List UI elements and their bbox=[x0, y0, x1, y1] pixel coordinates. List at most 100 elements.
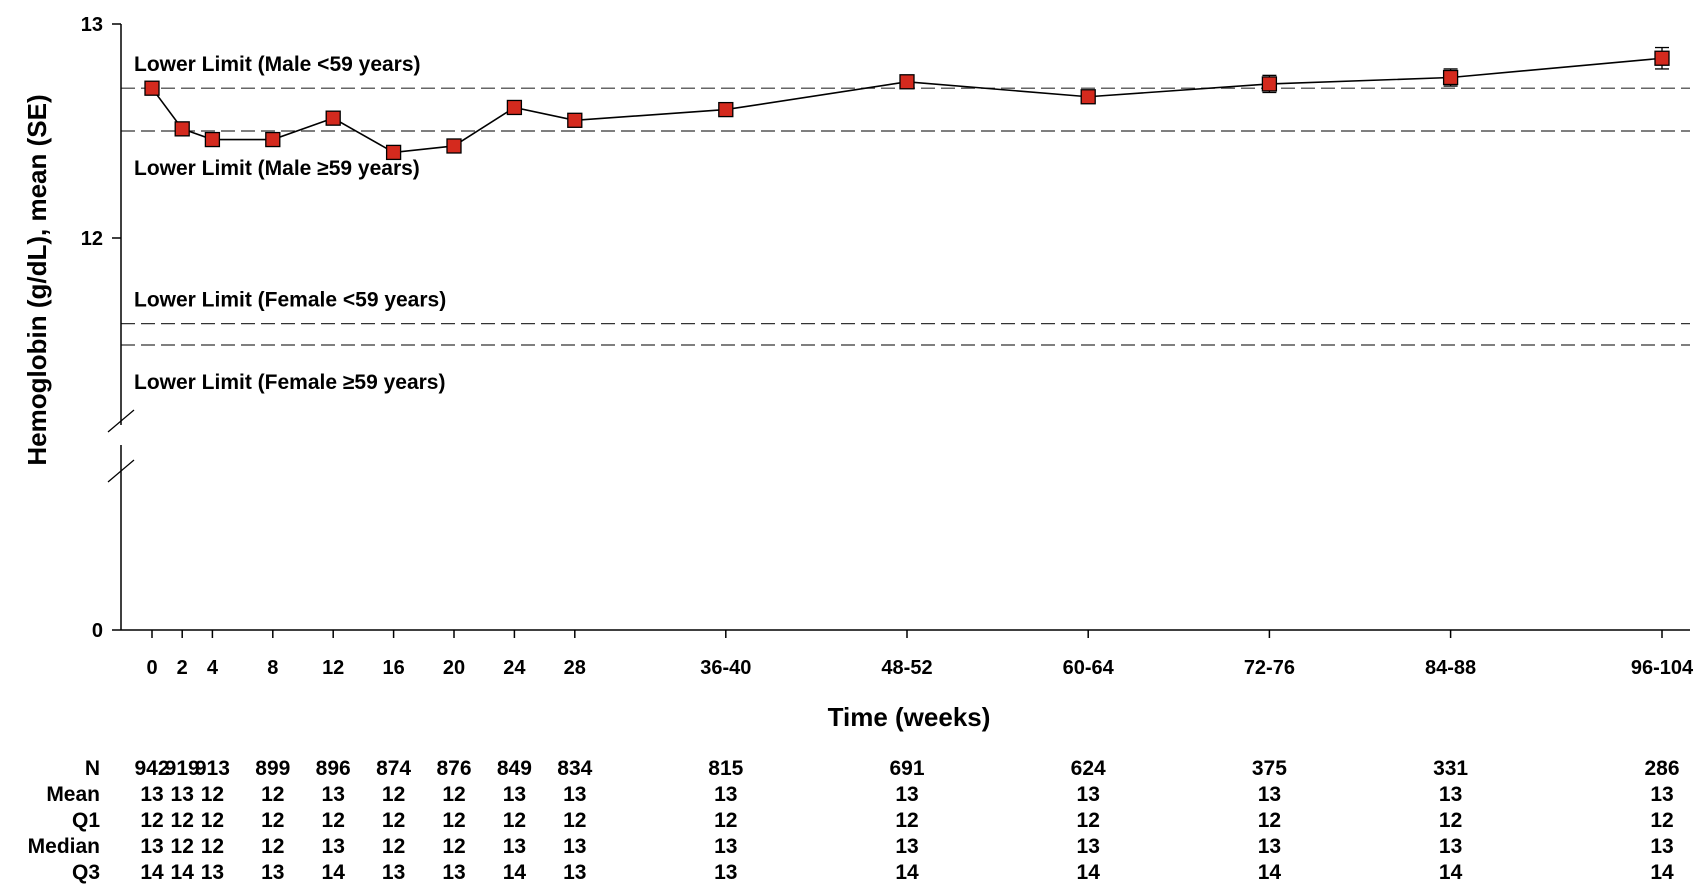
table-cell: 896 bbox=[316, 757, 351, 780]
data-point bbox=[174, 121, 190, 137]
table-cell: 13 bbox=[1439, 783, 1462, 806]
y-tick-label: 13 bbox=[81, 14, 103, 36]
data-point bbox=[1080, 89, 1096, 105]
table-cell: 286 bbox=[1644, 757, 1679, 780]
table-cell: 14 bbox=[322, 861, 346, 884]
x-tick-label: 28 bbox=[564, 657, 586, 679]
table-cell: 13 bbox=[382, 861, 405, 884]
table-cell: 13 bbox=[563, 861, 586, 884]
table-cell: 13 bbox=[1650, 783, 1673, 806]
table-cell: 14 bbox=[503, 861, 527, 884]
table-cell: 12 bbox=[895, 809, 918, 832]
table-cell: 14 bbox=[895, 861, 919, 884]
table-cell: 13 bbox=[895, 783, 918, 806]
data-point bbox=[144, 80, 160, 96]
table-cell: 942 bbox=[134, 757, 169, 780]
axis-break-mark bbox=[107, 409, 135, 433]
table-cell: 13 bbox=[140, 783, 163, 806]
data-point bbox=[718, 101, 734, 118]
table-cell: 13 bbox=[503, 835, 526, 858]
table-cell: 12 bbox=[442, 783, 465, 806]
table-cell: 12 bbox=[503, 809, 526, 832]
data-point bbox=[1261, 76, 1278, 92]
x-tick-label: 4 bbox=[207, 657, 219, 679]
table-cell: 12 bbox=[201, 783, 224, 806]
table-cell: 13 bbox=[1258, 835, 1281, 858]
table-cell: 13 bbox=[1077, 835, 1100, 858]
table-cell: 13 bbox=[1258, 783, 1281, 806]
table-cell: 14 bbox=[1650, 861, 1674, 884]
x-tick-label: 24 bbox=[503, 657, 526, 679]
table-row-label: Q1 bbox=[72, 809, 100, 832]
table-cell: 14 bbox=[140, 861, 164, 884]
table-cell: 12 bbox=[1077, 809, 1100, 832]
table-cell: 14 bbox=[171, 861, 195, 884]
table-row-label: Q3 bbox=[72, 861, 100, 884]
x-tick-label: 60-64 bbox=[1063, 657, 1115, 679]
x-tick-label: 48-52 bbox=[881, 657, 932, 679]
table-cell: 12 bbox=[171, 835, 194, 858]
table-cell: 919 bbox=[165, 757, 200, 780]
x-tick-label: 2 bbox=[177, 657, 188, 679]
table-cell: 913 bbox=[195, 757, 230, 780]
table-cell: 13 bbox=[140, 835, 163, 858]
table-cell: 12 bbox=[382, 783, 405, 806]
data-series bbox=[144, 46, 1670, 161]
table-cell: 13 bbox=[503, 783, 526, 806]
table-cell: 12 bbox=[140, 809, 163, 832]
table-cell: 12 bbox=[442, 809, 465, 832]
reference-lines: Lower Limit (Male <59 years) Lower Limit … bbox=[121, 53, 1690, 394]
table-cell: 12 bbox=[714, 809, 737, 832]
table-cell: 13 bbox=[714, 835, 737, 858]
x-tick-label: 16 bbox=[382, 657, 404, 679]
x-tick-label: 12 bbox=[322, 657, 344, 679]
table-cell: 14 bbox=[1077, 861, 1101, 884]
table-cell: 13 bbox=[714, 783, 737, 806]
data-point bbox=[1654, 50, 1670, 66]
table-cell: 12 bbox=[171, 809, 194, 832]
table-cell: 13 bbox=[322, 835, 345, 858]
data-point bbox=[265, 131, 281, 148]
table-cell: 876 bbox=[436, 757, 471, 780]
table-cell: 13 bbox=[201, 861, 224, 884]
table-cell: 13 bbox=[1439, 835, 1462, 858]
table-cell: 13 bbox=[1077, 783, 1100, 806]
table-cell: 12 bbox=[1650, 809, 1673, 832]
x-tick-label: 0 bbox=[146, 657, 157, 679]
table-cell: 13 bbox=[563, 835, 586, 858]
data-point bbox=[385, 144, 402, 161]
table-cell: 874 bbox=[376, 757, 411, 780]
data-point bbox=[1442, 69, 1459, 86]
table-cell: 13 bbox=[261, 861, 284, 884]
axes bbox=[107, 23, 1690, 638]
table-cell: 12 bbox=[1439, 809, 1462, 832]
x-tick-label: 20 bbox=[443, 657, 465, 679]
x-tick-label: 72-76 bbox=[1244, 657, 1295, 679]
x-tick-label: 8 bbox=[267, 657, 278, 679]
table-cell: 12 bbox=[1258, 809, 1281, 832]
table-cell: 13 bbox=[714, 861, 737, 884]
table-row-label: Median bbox=[28, 835, 100, 858]
table-cell: 375 bbox=[1252, 757, 1287, 780]
table-cell: 849 bbox=[497, 757, 532, 780]
data-point bbox=[506, 99, 523, 116]
table-row-label: N bbox=[85, 757, 100, 780]
table-cell: 691 bbox=[889, 757, 924, 780]
table-cell: 815 bbox=[708, 757, 743, 780]
table-cell: 12 bbox=[201, 809, 224, 832]
table-cell: 12 bbox=[261, 783, 284, 806]
data-point bbox=[567, 112, 583, 128]
reference-line-label: Lower Limit (Male ≥59 years) bbox=[134, 157, 420, 180]
x-tick-label: 84-88 bbox=[1425, 657, 1476, 679]
y-tick-label: 12 bbox=[81, 228, 103, 250]
table-cell: 13 bbox=[1650, 835, 1673, 858]
x-tick-label: 96-104 bbox=[1631, 657, 1694, 679]
data-point bbox=[325, 110, 341, 126]
y-axis-title: Hemoglobin (g/dL), mean (SE) bbox=[22, 94, 52, 465]
reference-line-label: Lower Limit (Female ≥59 years) bbox=[134, 371, 445, 394]
table-cell: 14 bbox=[1258, 861, 1282, 884]
y-tick-label: 0 bbox=[92, 620, 103, 642]
table-cell: 13 bbox=[442, 861, 465, 884]
